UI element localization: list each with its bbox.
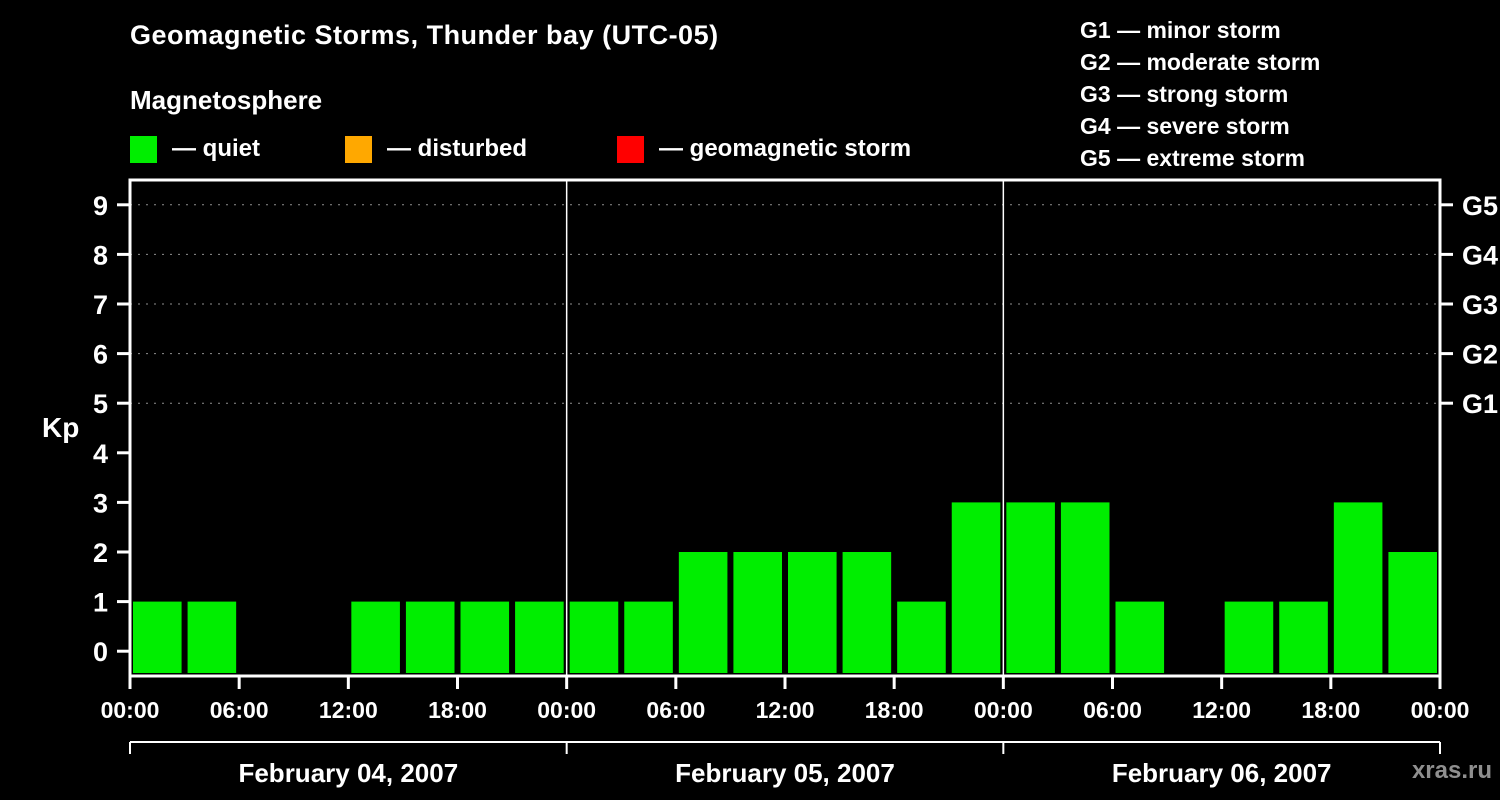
g-scale-label: G2 [1462,340,1498,370]
kp-bar [1060,502,1110,673]
disturbed-color-swatch [345,135,372,163]
kp-bar [1006,502,1055,673]
kp-bar [788,552,837,673]
x-tick-label: 18:00 [1301,697,1360,723]
x-tick-label: 12:00 [756,697,815,723]
legend-item-storm: — geomagnetic storm [617,134,911,164]
kp-bar [187,601,237,673]
kp-bar [951,502,1001,673]
legend-item-quiet: — quiet [130,134,260,164]
g-scale-label: G3 [1462,290,1498,320]
date-label: February 05, 2007 [675,758,895,788]
y-tick-label: 3 [93,488,108,518]
g3-legend-line: G3 — strong storm [1080,81,1289,107]
y-tick-label: 8 [93,240,108,270]
kp-bar [733,552,782,673]
kp-bar [133,601,182,673]
g-scale-label: G1 [1462,389,1498,419]
kp-bar [1115,601,1165,673]
kp-bar [897,601,946,673]
kp-bar [842,552,892,673]
x-tick-label: 06:00 [1083,697,1142,723]
x-tick-label: 00:00 [974,697,1033,723]
date-label: February 04, 2007 [238,758,458,788]
legend-label-quiet: — quiet [172,135,260,162]
watermark: xras.ru [1411,757,1492,784]
kp-bar [515,601,564,673]
storm-color-swatch [617,135,644,163]
x-tick-label: 12:00 [1192,697,1251,723]
x-tick-label: 00:00 [1411,697,1470,723]
kp-bar [1279,601,1328,673]
kp-bar [569,601,619,673]
y-tick-label: 1 [93,588,108,618]
g-scale-label: G5 [1462,191,1498,221]
x-tick-label: 18:00 [428,697,487,723]
y-tick-label: 6 [93,340,108,370]
x-tick-label: 06:00 [646,697,705,723]
y-axis-label: Kp [42,412,80,443]
x-tick-label: 00:00 [101,697,160,723]
g5-legend-line: G5 — extreme storm [1080,145,1305,171]
page-title: Geomagnetic Storms, Thunder bay (UTC-05) [130,20,719,50]
legend-label-disturbed: — disturbed [387,135,528,162]
y-tick-label: 9 [93,191,108,221]
y-tick-label: 4 [93,439,108,469]
kp-bar [1388,552,1437,673]
y-tick-label: 7 [93,290,108,320]
y-tick-label: 2 [93,538,108,568]
legend-item-disturbed: — disturbed [345,134,527,164]
kp-bar [460,601,510,673]
kp-bar [624,601,673,673]
kp-bar [678,552,728,673]
g1-legend-line: G1 — minor storm [1080,17,1281,43]
y-tick-label: 0 [93,637,108,667]
g2-legend-line: G2 — moderate storm [1080,49,1321,75]
date-label: February 06, 2007 [1112,758,1332,788]
kp-bar [1224,601,1274,673]
x-tick-label: 00:00 [537,697,596,723]
chart-subtitle: Magnetosphere [130,85,323,115]
g4-legend-line: G4 — severe storm [1080,113,1290,139]
x-tick-label: 12:00 [319,697,378,723]
y-tick-label: 5 [93,389,108,419]
kp-bar [351,601,400,673]
kp-bar [405,601,455,673]
x-tick-label: 06:00 [210,697,269,723]
quiet-color-swatch [130,135,157,163]
storm-scale-legend: G1 — minor storm G2 — moderate storm G3 … [1080,14,1320,174]
kp-bar [1333,502,1383,673]
x-tick-label: 18:00 [865,697,924,723]
g-scale-label: G4 [1462,240,1498,270]
legend-label-storm: — geomagnetic storm [659,135,912,162]
